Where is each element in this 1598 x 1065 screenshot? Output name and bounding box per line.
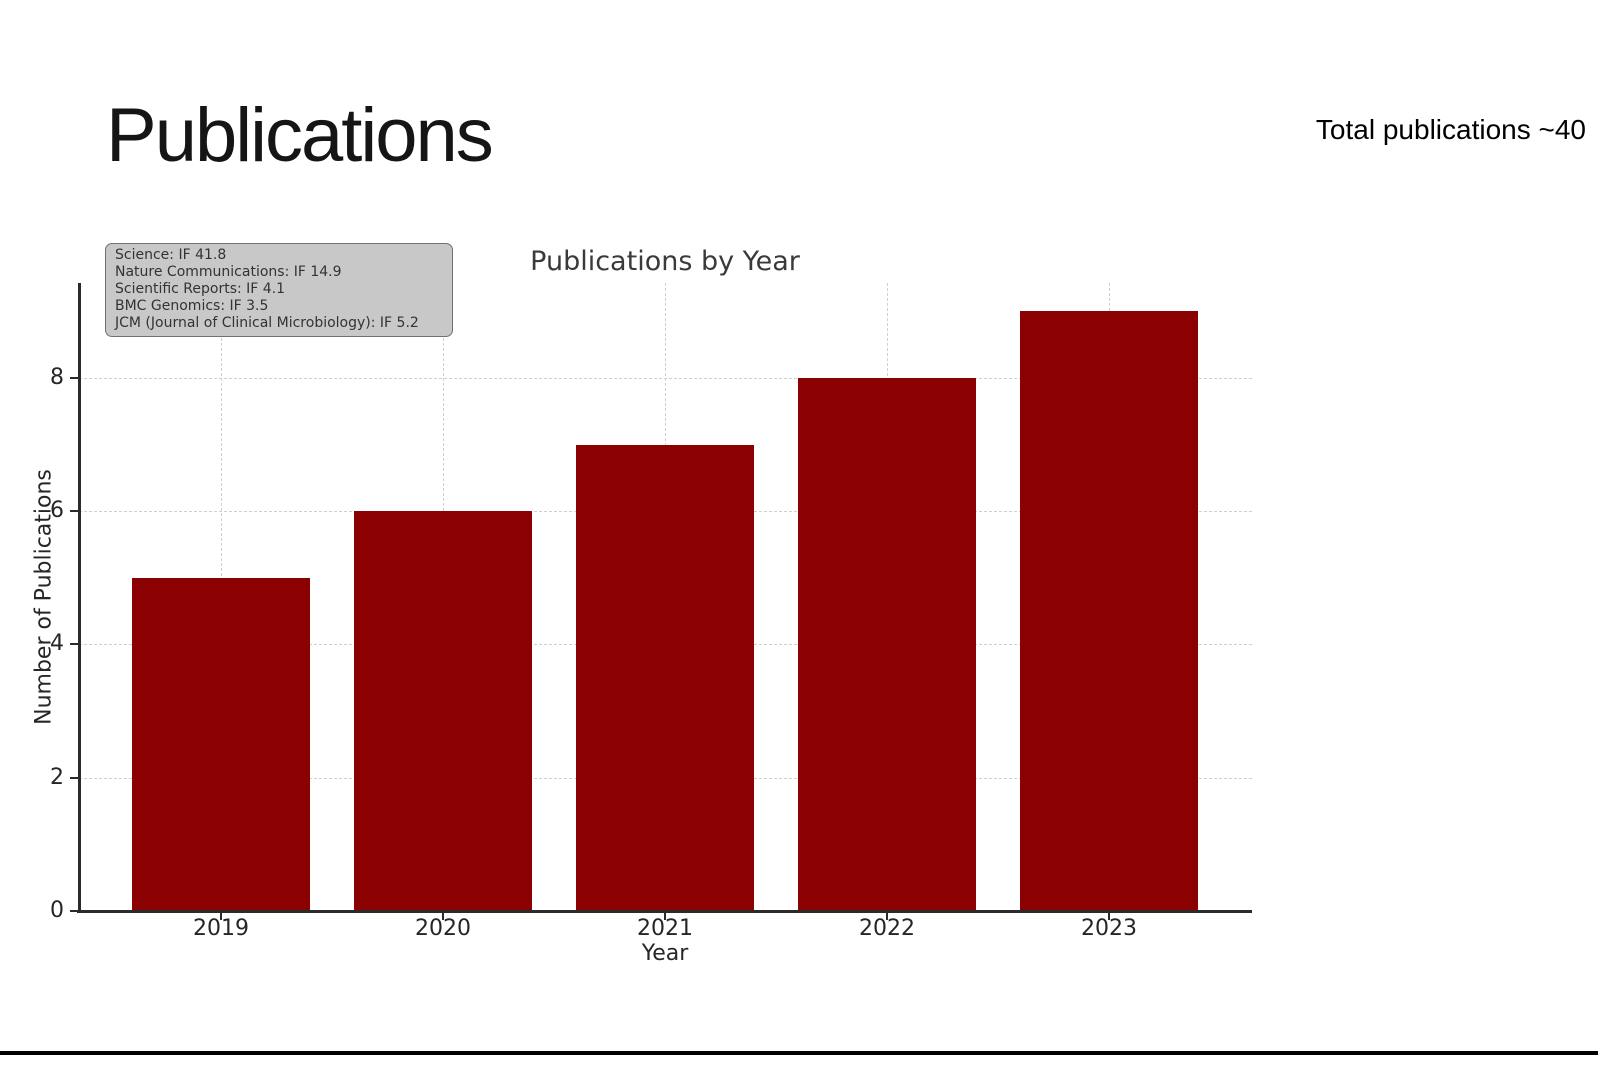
total-publications-note: Total publications ~40: [1315, 114, 1586, 145]
annotation-line: Nature Communications: IF 14.9: [115, 264, 342, 280]
x-tick-label: 2021: [637, 916, 693, 941]
x-tick-mark: [1108, 913, 1110, 920]
bottom-divider-line: [0, 1051, 1598, 1055]
annotation-line: BMC Genomics: IF 3.5: [115, 298, 269, 314]
impact-factor-annotation-lines: Science: IF 41.8 Nature Communications: I…: [115, 247, 443, 332]
y-axis-label: Number of Publications: [31, 469, 57, 725]
bar-2022: [798, 377, 976, 911]
y-tick-label: 4: [50, 631, 64, 657]
y-tick-mark: [70, 776, 78, 779]
x-axis-spine: [77, 910, 1252, 913]
y-tick-label: 2: [50, 764, 64, 790]
y-tick-mark: [70, 643, 78, 646]
slide-title: Publications: [106, 93, 494, 178]
x-tick-label: 2023: [1081, 916, 1137, 941]
y-tick-label: 8: [50, 364, 64, 390]
x-tick-mark: [442, 913, 444, 920]
annotation-line: JCM (Journal of Clinical Microbiology): …: [115, 315, 419, 331]
annotation-line: Scientific Reports: IF 4.1: [115, 281, 286, 297]
x-tick-label: 2022: [859, 916, 915, 941]
x-tick-label: 2019: [193, 916, 249, 941]
x-tick-mark: [664, 913, 666, 920]
x-axis-label: Year: [641, 941, 689, 966]
bar-2020: [354, 511, 532, 911]
y-tick-mark: [70, 910, 78, 912]
x-tick-mark: [886, 913, 888, 920]
bar-2023: [1020, 311, 1198, 911]
y-tick-label: 6: [50, 498, 64, 524]
annotation-line: Science: IF 41.8: [115, 247, 227, 263]
impact-factor-annotation-box: Science: IF 41.8 Nature Communications: I…: [105, 243, 453, 337]
bar-2019: [132, 577, 310, 911]
x-tick-mark: [220, 913, 222, 920]
x-tick-label: 2020: [415, 916, 471, 941]
chart-title: Publications by Year: [530, 246, 800, 277]
y-axis-spine: [78, 283, 81, 912]
bar-2021: [576, 444, 754, 911]
y-tick-mark: [70, 376, 78, 379]
y-tick-mark: [70, 510, 78, 513]
y-tick-label: 0: [50, 898, 64, 923]
